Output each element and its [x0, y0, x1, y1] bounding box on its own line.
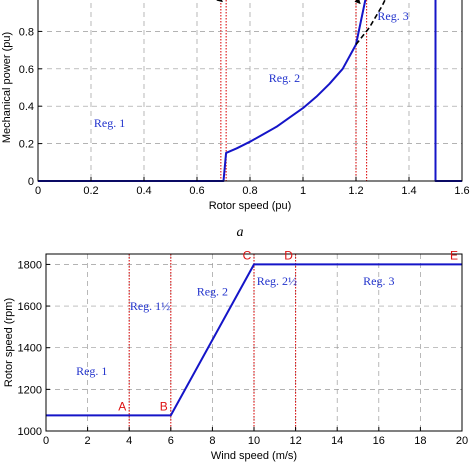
x-tick-label: 10 [248, 435, 260, 447]
region-label: Reg. 1 [76, 364, 107, 378]
x-tick-label: 20 [456, 435, 468, 447]
caption-a: a [237, 225, 244, 240]
region-label: Reg. 2 [269, 71, 300, 85]
y-tick-label: 0 [28, 176, 34, 188]
x-tick-label: 2 [85, 435, 91, 447]
x-tick-label: 1.6 [454, 185, 469, 197]
x-tick-label: 0 [43, 435, 49, 447]
x-tick-label: 1.2 [348, 185, 363, 197]
y-axis-label: Rotor speed (rpm) [3, 298, 15, 387]
y-tick-label: 1000 [18, 426, 42, 438]
y-tick-label: 1200 [18, 384, 42, 396]
x-axis-label: Wind speed (m/s) [211, 450, 297, 462]
point-label: A [118, 399, 126, 413]
x-tick-label: 16 [373, 435, 385, 447]
point-label: E [450, 248, 458, 262]
chart-power-vs-rotor-speed: 0 0.2 0.4 0.6 0.8 1 1.2 1.4 1.6 0 0.2 0.4 0.6 0.8 1 Rot… [1, 0, 470, 212]
y-tick-label: 1 [28, 0, 34, 1]
series-line [46, 263, 462, 417]
y-tick-label: 0.4 [19, 101, 34, 113]
x-tick-label: 12 [289, 435, 301, 447]
series-line-dashed [355, 0, 386, 45]
x-tick-label: 1.4 [401, 185, 416, 197]
x-tick-label: 6 [168, 435, 174, 447]
point-label: C [243, 248, 252, 262]
region-label: Reg. 1 [94, 116, 125, 130]
y-tick-label: 1800 [18, 259, 42, 271]
x-tick-label: 0.6 [189, 185, 204, 197]
annotation-arrow [216, 0, 223, 3]
y-tick-label: 1600 [18, 301, 42, 313]
plot-frame [37, 0, 463, 182]
region-label: Reg. 3 [363, 274, 394, 288]
x-tick-label: 0.2 [83, 185, 98, 197]
x-tick-label: 14 [331, 435, 343, 447]
x-tick-label: 18 [414, 435, 426, 447]
chart-rotor-speed-vs-wind-speed: 0 2 4 6 8 10 12 14 16 18 20 1000 1200 1400 1600 1800 Win… [3, 248, 468, 462]
x-tick-label: 0.4 [136, 185, 151, 197]
x-tick-label: 1 [300, 185, 306, 197]
series-line [38, 0, 462, 182]
x-tick-label: 4 [126, 435, 132, 447]
y-tick-label: 0.8 [19, 26, 34, 38]
y-tick-label: 0.2 [19, 139, 34, 151]
region-label: Reg. 2½ [257, 274, 297, 288]
region-label: Reg. 1½ [130, 299, 170, 313]
x-tick-label: 0.8 [242, 185, 257, 197]
point-label: B [160, 399, 168, 413]
y-axis-label: Mechanical power (pu) [1, 32, 13, 143]
annotation-arrow [354, 0, 361, 5]
x-tick-label: 0 [35, 185, 41, 197]
point-label: D [284, 248, 293, 262]
region-label: Reg. 3 [377, 9, 408, 23]
x-axis-label: Rotor speed (pu) [209, 200, 292, 212]
y-tick-label: 0.6 [19, 64, 34, 76]
x-tick-label: 8 [209, 435, 215, 447]
y-tick-label: 1400 [18, 343, 42, 355]
region-label: Reg. 2 [197, 285, 228, 299]
